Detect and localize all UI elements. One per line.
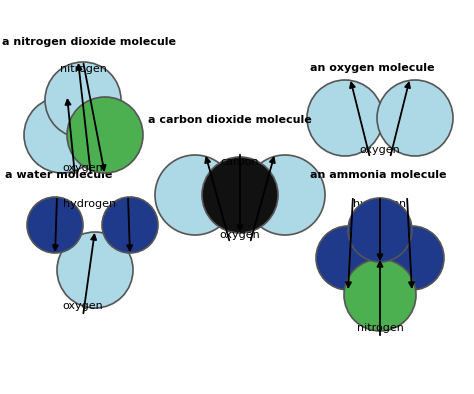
Circle shape: [307, 80, 383, 156]
Text: a water molecule: a water molecule: [5, 170, 112, 180]
Text: nitrogen: nitrogen: [60, 64, 107, 74]
Circle shape: [344, 259, 416, 331]
Text: hydrogen: hydrogen: [64, 199, 117, 209]
Text: hydrogen: hydrogen: [354, 199, 407, 209]
Circle shape: [102, 197, 158, 253]
Circle shape: [202, 157, 278, 233]
Circle shape: [316, 226, 380, 290]
Text: oxygen: oxygen: [63, 301, 103, 311]
Circle shape: [380, 226, 444, 290]
Circle shape: [57, 232, 133, 308]
Text: an oxygen molecule: an oxygen molecule: [310, 63, 435, 73]
Circle shape: [27, 197, 83, 253]
Text: a carbon dioxide molecule: a carbon dioxide molecule: [148, 115, 312, 125]
Text: an ammonia molecule: an ammonia molecule: [310, 170, 447, 180]
Text: oxygen: oxygen: [360, 145, 401, 155]
Text: oxygen: oxygen: [219, 230, 260, 240]
Circle shape: [67, 97, 143, 173]
Text: nitrogen: nitrogen: [356, 323, 403, 333]
Circle shape: [245, 155, 325, 235]
Circle shape: [45, 62, 121, 138]
Circle shape: [24, 97, 100, 173]
Circle shape: [348, 198, 412, 262]
Circle shape: [155, 155, 235, 235]
Text: oxygen: oxygen: [63, 163, 103, 173]
Text: a nitrogen dioxide molecule: a nitrogen dioxide molecule: [2, 37, 176, 47]
Circle shape: [377, 80, 453, 156]
Text: carbon: carbon: [221, 157, 259, 167]
